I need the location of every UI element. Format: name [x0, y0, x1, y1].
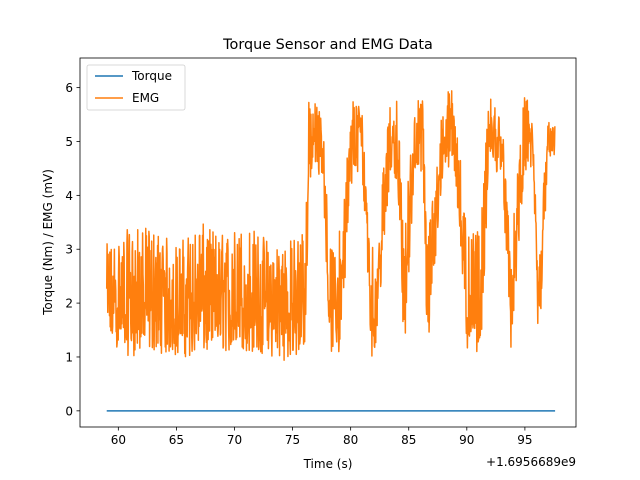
y-tick-label: 4 — [65, 189, 73, 203]
x-tick-label: 95 — [517, 433, 532, 447]
y-tick-label: 5 — [65, 135, 73, 149]
series-layer — [105, 90, 556, 412]
legend-label-emg: EMG — [132, 91, 159, 105]
plot-frame — [79, 57, 577, 428]
chart-title: Torque Sensor and EMG Data — [222, 37, 433, 53]
x-tick-label: 65 — [169, 433, 184, 447]
series-line-emg — [105, 90, 556, 362]
x-tick-label: 70 — [227, 433, 242, 447]
x-axis-label: Time (s) — [303, 457, 353, 471]
x-tick-label: 80 — [343, 433, 358, 447]
x-tick-label: 75 — [285, 433, 300, 447]
y-axis: 0 1 2 3 4 5 6 — [65, 81, 80, 418]
y-tick-label: 6 — [65, 81, 73, 95]
y-tick-label: 2 — [65, 297, 73, 311]
legend-label-torque: Torque — [131, 69, 172, 83]
y-tick-label: 3 — [65, 243, 73, 257]
x-tick-label: 85 — [401, 433, 416, 447]
plot-area — [79, 57, 577, 428]
x-axis-offset-label: +1.6956689e9 — [486, 455, 576, 469]
x-tick-label: 60 — [111, 433, 126, 447]
x-tick-label: 90 — [459, 433, 474, 447]
x-axis: 60 65 70 75 80 85 90 95 — [111, 427, 533, 447]
legend: Torque EMG — [86, 64, 186, 111]
y-tick-label: 0 — [65, 404, 73, 418]
y-tick-label: 1 — [65, 350, 73, 364]
y-axis-label: Torque (Nm) / EMG (mV) — [41, 169, 55, 316]
